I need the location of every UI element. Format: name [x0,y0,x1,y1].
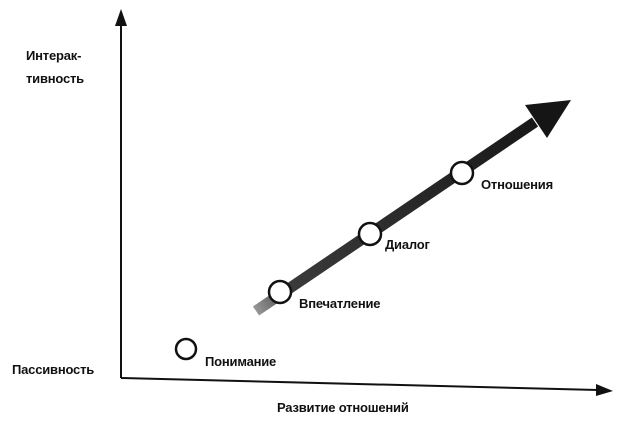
y-axis-min-label: Пассивность [12,362,95,377]
trend-arrow [252,100,571,316]
trend-arrowhead [525,100,571,138]
stage-marker-3 [357,221,383,247]
x-axis-arrowhead [596,384,613,396]
stage-label-4: Отношения [481,177,553,192]
y-axis-label: Интерак- тивность [26,44,84,90]
stage-marker-4 [449,160,475,186]
y-axis-label-line2: тивность [26,71,84,86]
x-axis [120,377,613,396]
stage-marker-2 [267,279,293,305]
x-axis-label: Развитие отношений [277,400,409,415]
stage-label-3: Диалог [385,237,430,252]
y-axis-arrowhead [115,9,127,26]
stage-label-1: Понимание [205,354,277,369]
stage-marker-1 [174,337,198,361]
y-axis [115,9,127,378]
y-axis-label-line1: Интерак- [26,48,82,63]
stage-label-2: Впечатление [299,296,381,311]
trend-arrow-shaft [252,117,539,316]
